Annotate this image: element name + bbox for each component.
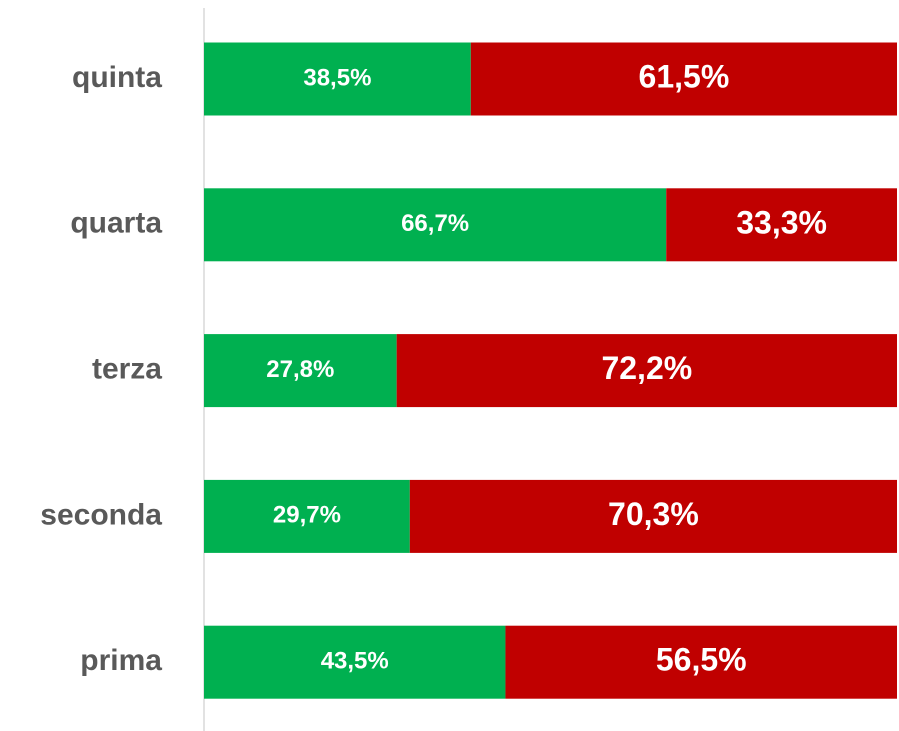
category-label: quinta [72,61,162,94]
bar-segment [204,334,397,408]
bar-segment [409,479,897,553]
value-label: 29,7% [273,502,341,529]
value-label: 27,8% [266,356,334,383]
category-label: quarta [70,207,162,240]
category-label: prima [80,644,162,677]
bar-segment [204,625,506,699]
value-label: 66,7% [401,210,469,237]
value-label: 33,3% [736,204,827,240]
bar-segment [204,188,667,262]
category-label: seconda [40,498,162,531]
value-label: 56,5% [656,642,747,678]
bar-segment [204,42,471,116]
value-label: 38,5% [303,64,371,91]
value-label: 70,3% [608,496,699,532]
bar-segment [505,625,897,699]
category-label: terza [92,353,162,386]
bar-segment [396,334,897,408]
bar-segment [666,188,897,262]
value-label: 43,5% [321,648,389,675]
bar-segment [204,479,410,553]
value-label: 72,2% [601,350,692,386]
value-label: 61,5% [639,58,730,94]
bar-segment [470,42,897,116]
